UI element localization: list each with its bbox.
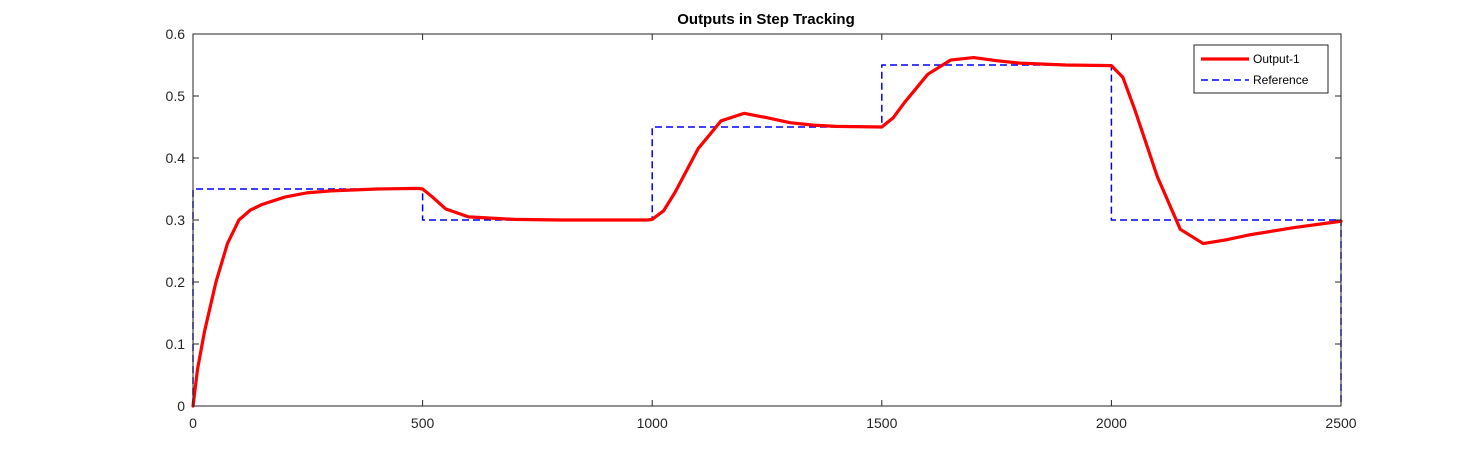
x-tick-label: 1000	[637, 415, 668, 431]
y-tick-label: 0.2	[166, 274, 186, 290]
axes-layer: 0 500 1000 1500 2000 2500 0 0.1 0.2 0.3 0.4 0.5 0.6	[166, 26, 1357, 431]
legend-label: Reference	[1253, 73, 1309, 87]
y-tick-label: 0	[177, 398, 185, 414]
plot-area	[193, 34, 1341, 406]
y-tick-label: 0.1	[166, 336, 186, 352]
legend-box	[1193, 44, 1329, 94]
chart-title: Outputs in Step Tracking	[677, 11, 855, 28]
x-tick-label: 2500	[1325, 415, 1356, 431]
y-tick-label: 0.5	[166, 88, 186, 104]
x-tick-label: 1500	[866, 415, 897, 431]
y-tick-label: 0.3	[166, 212, 186, 228]
series-line-output-1	[191, 55, 1343, 408]
y-tick-label: 0.4	[166, 150, 186, 166]
legend-label: Output-1	[1253, 52, 1300, 66]
x-tick-label: 500	[411, 415, 435, 431]
y-tick-label: 0.6	[166, 26, 186, 42]
x-tick-label: 0	[189, 415, 197, 431]
x-tick-label: 2000	[1096, 415, 1127, 431]
series-layer	[191, 55, 1343, 408]
legend: Output-1 Reference	[1193, 44, 1329, 94]
